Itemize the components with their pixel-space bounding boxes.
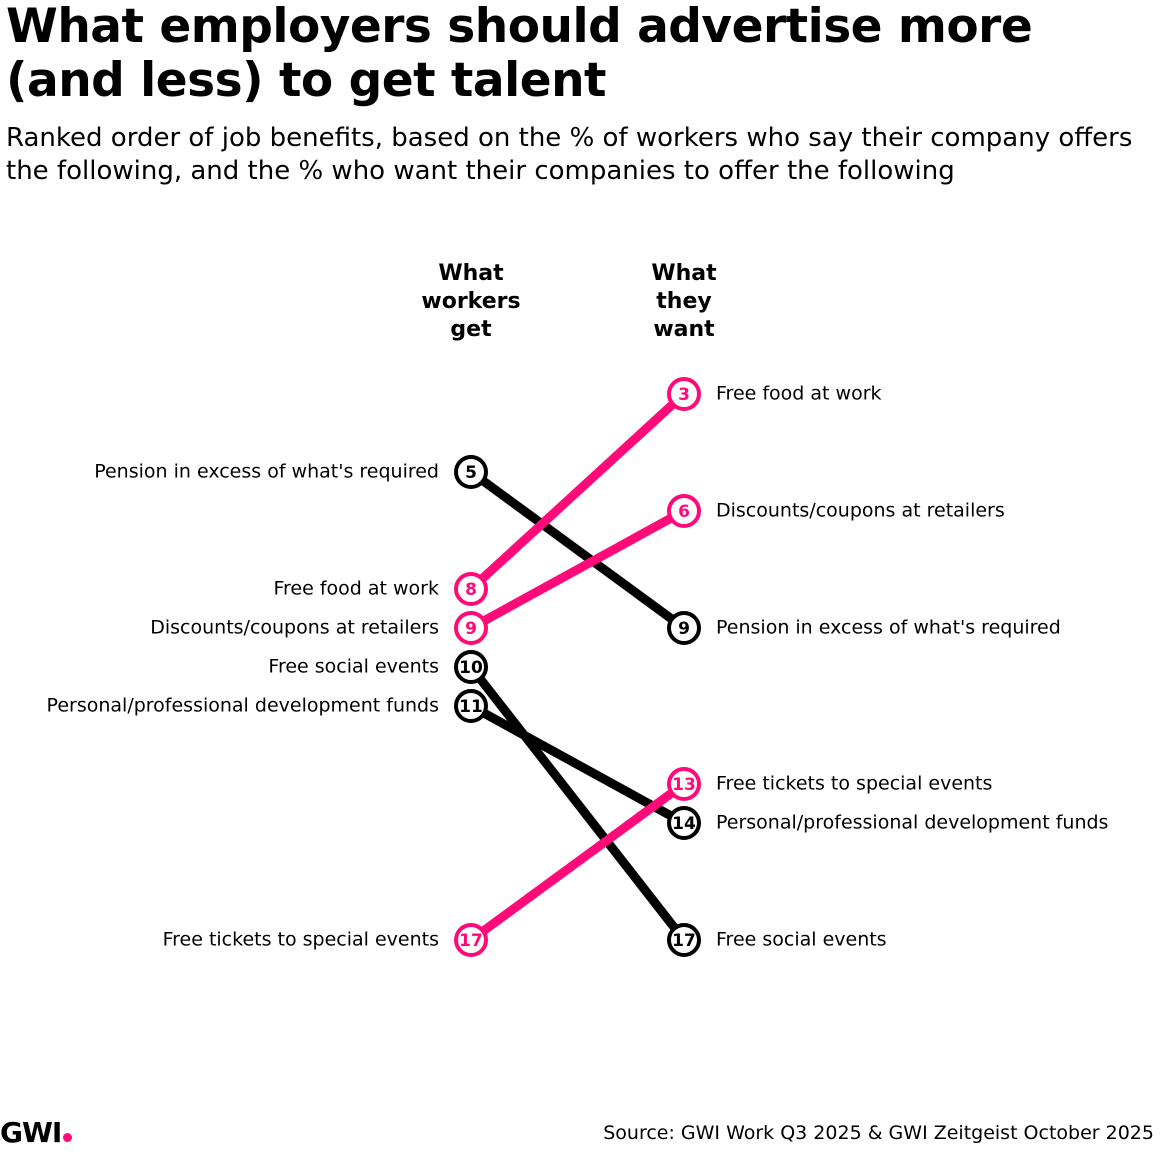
source: Source: GWI Work Q3 2025 & GWI Zeitgeist… [603,1122,1154,1144]
rank-label: 17 [459,931,483,951]
slope-line [468,507,687,632]
rank-label: 8 [465,580,477,600]
rank-label: 11 [459,697,483,717]
rank-marker [454,923,488,957]
benefit-label: Pension in excess of what's required [94,461,439,483]
rank-label: 5 [465,463,477,483]
rank-marker [667,494,701,528]
benefit-label: Free food at work [273,578,439,600]
rank-label: 14 [672,814,696,834]
benefit-label: Free tickets to special events [163,929,439,951]
benefit-label: Free social events [268,656,439,678]
rank-marker [454,455,488,489]
rank-marker [667,611,701,645]
rank-label: 10 [459,658,483,678]
slope-line [467,390,688,593]
rank-label: 9 [678,619,690,639]
logo: GWI [0,1116,73,1149]
rank-marker [667,377,701,411]
benefit-label: Free food at work [716,383,882,405]
chart-title: What employers should advertise more (an… [6,0,1033,108]
logo-dot [63,1133,73,1142]
slope-line [468,702,687,827]
column-header: What workers get [421,261,521,342]
rank-label: 6 [678,502,690,522]
rank-marker [454,572,488,606]
slope-line [467,664,688,943]
benefit-label: Discounts/coupons at retailers [716,500,1005,522]
slope-line [468,780,687,944]
rank-label: 9 [465,619,477,639]
column-header: What they want [651,261,717,342]
benefit-label: Personal/professional development funds [716,812,1108,834]
rank-label: 13 [672,775,696,795]
benefit-label: Discounts/coupons at retailers [150,617,439,639]
rank-marker [667,923,701,957]
chart-subtitle: Ranked order of job benefits, based on t… [6,123,1133,186]
rank-marker [667,767,701,801]
rank-label: 3 [678,385,690,405]
benefit-label: Pension in excess of what's required [716,617,1061,639]
rank-label: 17 [672,931,696,951]
benefit-label: Free social events [716,929,887,951]
rank-marker [454,689,488,723]
benefit-label: Free tickets to special events [716,773,992,795]
rank-marker [454,650,488,684]
rank-marker [454,611,488,645]
benefit-label: Personal/professional development funds [47,695,439,717]
logo-text: GWI [0,1116,62,1149]
rank-marker [667,806,701,840]
slope-line [468,468,687,632]
